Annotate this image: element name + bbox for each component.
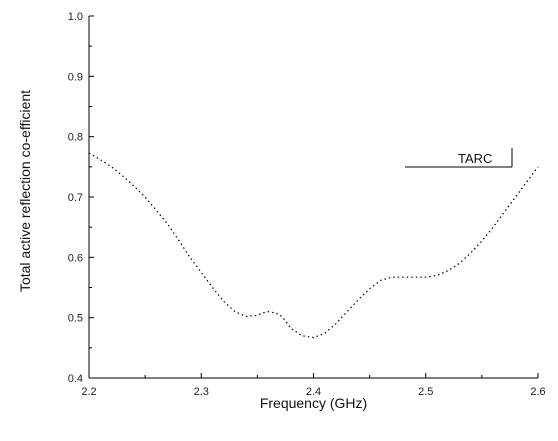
y-tick-label: 0.6 (68, 252, 83, 264)
y-axis-title: Total active reflection co-efficient (17, 90, 33, 292)
legend: TARC (405, 148, 513, 168)
y-tick-label: 1.0 (68, 11, 83, 23)
y-tick-label: 0.5 (68, 313, 83, 325)
x-ticks: 2.2 2.3 2.4 2.5 2.6 (81, 373, 546, 398)
x-axis-title: Frequency (GHz) (260, 395, 367, 411)
y-tick-label: 0.9 (68, 71, 83, 83)
x-tick-label: 2.5 (418, 386, 433, 398)
x-tick-label: 2.4 (306, 386, 321, 398)
x-tick-label: 2.3 (194, 386, 209, 398)
y-tick-label: 0.8 (68, 132, 83, 144)
x-tick-label: 2.2 (81, 386, 96, 398)
y-tick-label: 0.7 (68, 192, 83, 204)
plot-frame (88, 16, 538, 379)
x-tick-label: 2.6 (530, 386, 545, 398)
series-group (88, 152, 539, 339)
y-tick-label: 0.4 (68, 373, 83, 385)
series-line-tarc (88, 152, 539, 339)
y-ticks: 0.4 0.5 0.6 0.7 0.8 0.9 1.0 (68, 11, 94, 385)
legend-label-tarc: TARC (458, 151, 492, 166)
